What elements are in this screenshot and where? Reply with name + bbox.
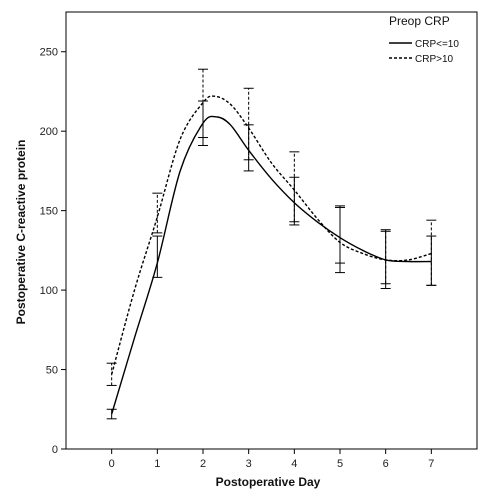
- y-tick-label-0: 0: [52, 444, 58, 456]
- x-tick-label-4: 4: [291, 458, 297, 470]
- series-layer: [106, 68, 437, 420]
- y-axis-title: Postoperative C-reactive protein: [14, 140, 28, 325]
- legend-label-crp-gt-10: CRP>10: [415, 54, 454, 65]
- y-axis: 0 50 100 150 200 250: [40, 47, 66, 456]
- y-tick-label-150: 150: [40, 206, 58, 218]
- error-bar-crp-gt-10-day-1: [152, 192, 163, 234]
- error-bar-crp-gt-10-day-3: [243, 87, 254, 161]
- x-tick-label-2: 2: [200, 458, 206, 470]
- x-tick-label-5: 5: [337, 458, 343, 470]
- error-bar-crp-le-10-day-0: [106, 408, 117, 420]
- error-bar-crp-gt-10-day-6: [380, 230, 391, 285]
- series-crp-gt-10: [106, 68, 437, 386]
- error-bar-crp-le-10-day-1: [152, 235, 163, 278]
- x-tick-label-3: 3: [246, 458, 252, 470]
- error-bar-crp-gt-10-day-5: [335, 205, 345, 264]
- error-bar-crp-gt-10-day-4: [289, 151, 300, 223]
- y-tick-label-250: 250: [40, 47, 58, 59]
- plot-frame: [65, 11, 478, 450]
- x-tick-label-7: 7: [428, 458, 434, 470]
- x-axis: 0 1 2 3 4 5 6 7: [109, 449, 434, 470]
- error-bar-crp-gt-10-day-2: [198, 68, 208, 139]
- x-axis-title: Postoperative Day: [216, 475, 321, 489]
- x-tick-label-1: 1: [154, 458, 160, 470]
- legend: Preop CRP CRP<=10 CRP>10: [389, 14, 459, 65]
- x-tick-label-6: 6: [383, 458, 389, 470]
- x-tick-label-0: 0: [109, 458, 115, 470]
- y-tick-label-50: 50: [46, 365, 58, 377]
- error-bar-crp-gt-10-day-0: [106, 362, 117, 386]
- series-line-crp-le-10: [111, 115, 432, 415]
- legend-title: Preop CRP: [389, 14, 450, 28]
- y-tick-label-100: 100: [40, 285, 58, 297]
- error-bar-crp-gt-10-day-7: [426, 219, 437, 286]
- series-line-crp-gt-10: [111, 95, 432, 375]
- y-tick-label-200: 200: [40, 126, 58, 138]
- legend-label-crp-le-10: CRP<=10: [415, 39, 459, 50]
